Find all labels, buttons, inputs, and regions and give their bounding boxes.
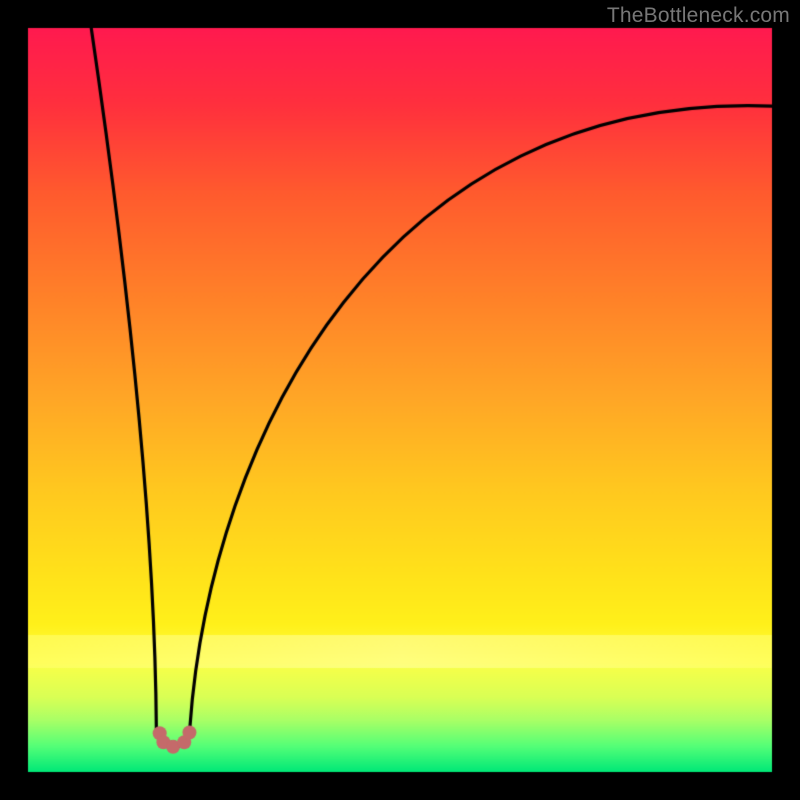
bottleneck-chart-canvas	[0, 0, 800, 800]
watermark-text: TheBottleneck.com	[607, 4, 790, 28]
chart-container: TheBottleneck.com	[0, 0, 800, 800]
